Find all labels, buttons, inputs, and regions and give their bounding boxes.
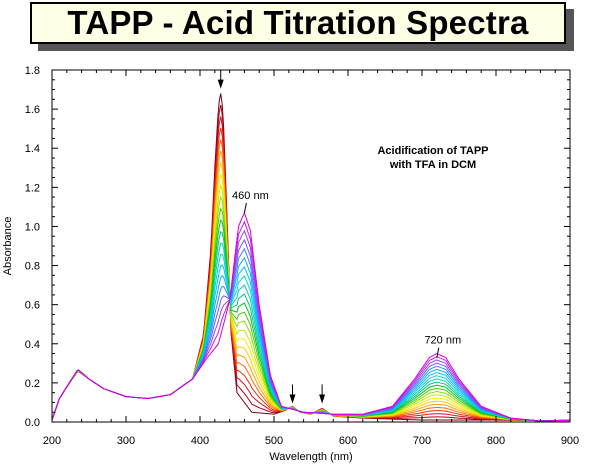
annotation-line-2: with TFA in DCM	[389, 159, 476, 171]
series-line	[51, 195, 570, 422]
chart-title: TAPP - Acid Titration Spectra	[67, 4, 529, 41]
title-frame: TAPP - Acid Titration Spectra	[30, 2, 566, 44]
x-tick-label: 800	[487, 435, 505, 447]
series-line	[51, 183, 571, 422]
title-banner: TAPP - Acid Titration Spectra	[30, 2, 574, 51]
series-line	[51, 220, 570, 422]
y-tick-label: 1.6	[25, 104, 40, 116]
series-line	[51, 247, 571, 422]
x-tick-label: 700	[413, 435, 431, 447]
peak-label: 720 nm	[424, 335, 461, 347]
y-tick-label: 1.2	[25, 182, 40, 194]
series-line	[51, 127, 570, 422]
x-tick-label: 600	[339, 435, 357, 447]
arrow-head-icon	[319, 394, 326, 404]
series-line	[51, 218, 570, 422]
y-tick-label: 0.8	[25, 261, 40, 273]
series-line	[51, 139, 570, 422]
series-line	[51, 116, 570, 422]
series-line	[51, 264, 571, 422]
series-line	[51, 211, 571, 422]
series-line	[51, 207, 570, 422]
y-tick-label: 0.0	[25, 417, 40, 429]
x-tick-label: 500	[265, 435, 283, 447]
label-layer: 460 nm 720 nm	[217, 69, 461, 404]
arrow-head-icon	[289, 394, 296, 404]
x-tick-label: 400	[191, 435, 209, 447]
y-axis-label: Absorbance	[2, 217, 14, 276]
annotation-line-1: Acidification of TAPP	[377, 145, 488, 157]
y-tick-label: 0.2	[25, 378, 40, 390]
x-tick-label: 900	[561, 435, 579, 447]
y-tick-label: 1.8	[25, 65, 40, 77]
y-tick-label: 0.4	[25, 339, 40, 351]
series-line	[51, 242, 570, 422]
series-line	[51, 93, 570, 422]
arrow-head-icon	[217, 79, 224, 89]
series-layer	[51, 93, 571, 422]
series-line	[51, 173, 570, 422]
y-tick-label: 0.6	[25, 300, 40, 312]
y-tick-label: 1.4	[25, 143, 40, 155]
x-tick-label: 200	[43, 435, 61, 447]
series-line	[51, 162, 570, 422]
peak-label-leader	[243, 202, 247, 214]
x-tick-label: 300	[117, 435, 135, 447]
peak-label-leader	[436, 347, 440, 358]
peak-label: 460 nm	[232, 190, 269, 202]
y-tick-label: 1.0	[25, 221, 40, 233]
plot-frame	[51, 69, 571, 423]
series-line	[51, 253, 570, 422]
tick-layer: 200 300 400 500 600 700 800 900 0.0 0.2 0.4 0.6 0.8 1…	[25, 65, 579, 447]
series-line	[51, 229, 571, 422]
series-line	[51, 230, 570, 422]
series-line	[51, 238, 570, 422]
series-line	[51, 150, 570, 422]
x-axis-label: Wavelength (nm)	[269, 451, 352, 463]
series-line	[51, 104, 570, 422]
